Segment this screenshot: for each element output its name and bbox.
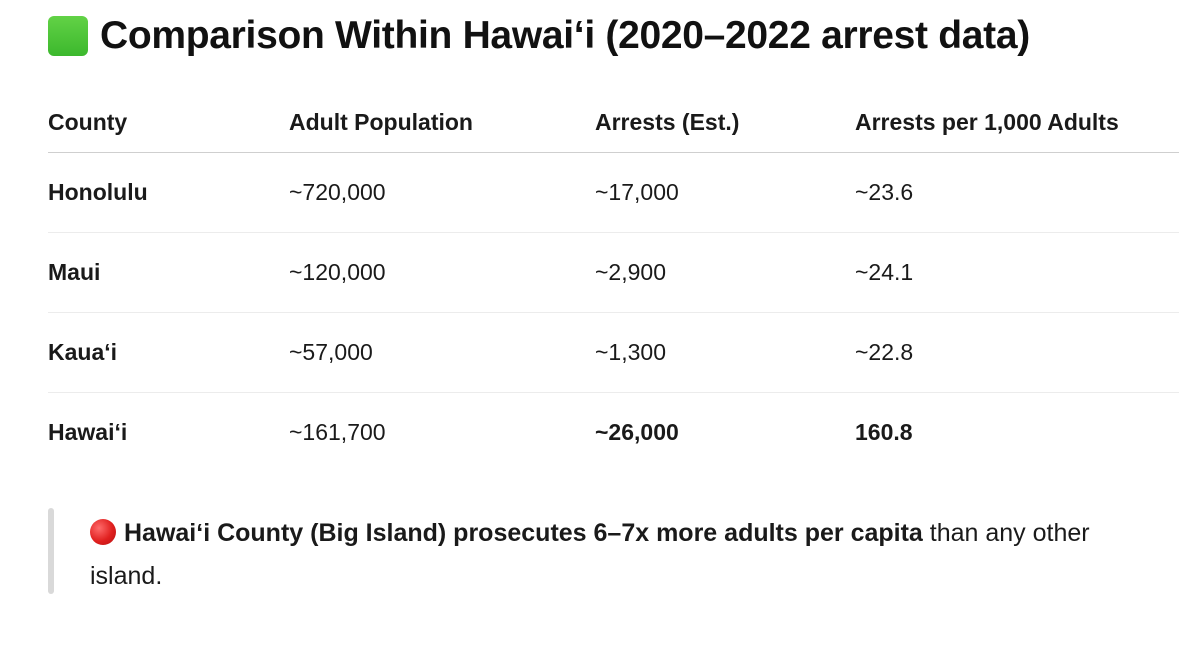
adult-population: ~120,000 [289, 259, 386, 285]
column-header-adult-population: Adult Population [289, 109, 473, 135]
adult-population: ~57,000 [289, 339, 373, 365]
table-row: Hawaiʻi ~161,700 ~26,000 160.8 [48, 393, 1179, 472]
arrests-per-1000: 160.8 [855, 419, 913, 445]
county-name: Hawaiʻi [48, 419, 128, 445]
callout-text: Hawaiʻi County (Big Island) prosecutes 6… [90, 512, 1150, 598]
column-header-arrests-per-1000: Arrests per 1,000 Adults [855, 109, 1119, 135]
blockquote-bar [48, 508, 54, 594]
county-name: Kauaʻi [48, 339, 118, 365]
arrests-estimate: ~26,000 [595, 419, 679, 445]
table-header-row: County Adult Population Arrests (Est.) A… [48, 93, 1179, 153]
page-title: Comparison Within Hawaiʻi (2020–2022 arr… [100, 14, 1030, 57]
table-row: Maui ~120,000 ~2,900 ~24.1 [48, 233, 1179, 313]
arrests-per-1000: ~23.6 [855, 179, 914, 205]
callout-rest-text: than any other island. [90, 519, 1090, 590]
table-row: Kauaʻi ~57,000 ~1,300 ~22.8 [48, 313, 1179, 393]
callout-bold-text: Hawaiʻi County (Big Island) prosecutes 6… [124, 519, 923, 547]
comparison-table: County Adult Population Arrests (Est.) A… [48, 93, 1179, 472]
county-name: Honolulu [48, 179, 148, 205]
column-header-arrests: Arrests (Est.) [595, 109, 740, 135]
adult-population: ~161,700 [289, 419, 386, 445]
red-circle-icon [90, 519, 116, 545]
arrests-estimate: ~1,300 [595, 339, 666, 365]
table-row: Honolulu ~720,000 ~17,000 ~23.6 [48, 153, 1179, 233]
adult-population: ~720,000 [289, 179, 386, 205]
green-square-icon [48, 16, 88, 56]
county-name: Maui [48, 259, 101, 285]
callout-blockquote: Hawaiʻi County (Big Island) prosecutes 6… [48, 508, 1148, 594]
arrests-estimate: ~17,000 [595, 179, 679, 205]
arrests-estimate: ~2,900 [595, 259, 666, 285]
column-header-county: County [48, 109, 128, 135]
page-heading: Comparison Within Hawaiʻi (2020–2022 arr… [48, 14, 1030, 58]
arrests-per-1000: ~24.1 [855, 259, 914, 285]
arrests-per-1000: ~22.8 [855, 339, 914, 365]
